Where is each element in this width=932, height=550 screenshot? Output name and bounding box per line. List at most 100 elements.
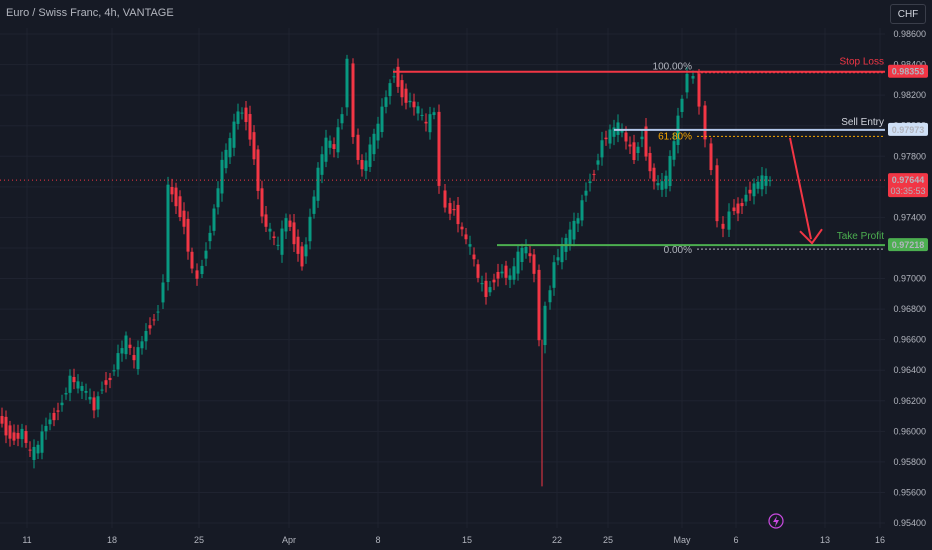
candle-body xyxy=(612,127,616,137)
y-tick-label: 0.97800 xyxy=(893,151,926,161)
candle-body xyxy=(260,188,264,217)
candle-body xyxy=(560,243,564,263)
candle-body xyxy=(464,234,468,240)
candle-body xyxy=(268,228,272,232)
candle-body xyxy=(748,189,752,194)
candle-body xyxy=(424,121,428,124)
candle-body xyxy=(174,187,178,207)
candle-body xyxy=(24,431,28,443)
candle-body xyxy=(68,375,72,393)
y-tick-label: 0.98400 xyxy=(893,60,926,70)
candle-body xyxy=(136,347,140,370)
candle-body xyxy=(190,251,194,269)
candle-body xyxy=(480,283,484,285)
candle-body xyxy=(292,222,296,245)
candle-body xyxy=(484,280,488,297)
currency-button[interactable]: CHF xyxy=(890,4,926,24)
candle-body xyxy=(496,271,500,279)
candle-body xyxy=(408,100,412,103)
candle-body xyxy=(703,105,707,140)
fib-0-label: 0.00% xyxy=(664,245,692,256)
candle-body xyxy=(452,208,456,211)
y-tick-label: 0.96200 xyxy=(893,396,926,406)
candle-body xyxy=(468,244,472,247)
y-tick-label: 0.96600 xyxy=(893,335,926,345)
candle-body xyxy=(752,183,756,197)
candle-body xyxy=(416,106,420,114)
candle-body xyxy=(166,184,170,283)
candle-body xyxy=(516,251,520,274)
candle-body xyxy=(204,250,208,259)
candle-body xyxy=(288,220,292,227)
candle-body xyxy=(296,236,300,254)
candle-body xyxy=(84,391,88,393)
candle-body xyxy=(80,386,84,391)
candle-body xyxy=(532,254,536,274)
candle-body xyxy=(624,132,628,142)
candle-body xyxy=(96,396,100,410)
candle-body xyxy=(284,218,288,232)
candle-body xyxy=(668,155,672,187)
current-price-countdown: 03:35:53 xyxy=(890,186,925,196)
candle-body xyxy=(220,159,224,194)
candle-body xyxy=(488,287,492,293)
candle-body xyxy=(764,175,768,186)
candle-body xyxy=(524,247,528,254)
x-tick-label: 18 xyxy=(107,535,117,545)
stop-loss-label: Stop Loss xyxy=(840,57,884,68)
candle-body xyxy=(644,126,648,157)
x-tick-label: 6 xyxy=(733,535,738,545)
candle-body xyxy=(300,246,304,267)
candle-body xyxy=(148,325,152,329)
x-tick-label: 22 xyxy=(552,535,562,545)
candle-body xyxy=(88,396,92,400)
candle-body xyxy=(660,181,664,190)
candle-body xyxy=(476,264,480,278)
x-tick-label: 16 xyxy=(875,535,885,545)
candle-body xyxy=(132,355,136,361)
candle-body xyxy=(727,211,731,230)
y-tick-label: 0.97000 xyxy=(893,274,926,284)
y-tick-label: 0.96000 xyxy=(893,426,926,436)
candle-body xyxy=(520,247,524,263)
arrow-head xyxy=(799,228,823,245)
candle-body xyxy=(20,428,24,440)
fib-618-label: 61.80% xyxy=(658,131,692,142)
candle-body xyxy=(608,129,612,144)
y-tick-label: 0.95600 xyxy=(893,487,926,497)
candle-body xyxy=(44,425,48,432)
candle-body xyxy=(636,146,640,154)
candle-body xyxy=(420,114,424,116)
take-profit-label: Take Profit xyxy=(837,231,884,242)
candle-body xyxy=(736,203,740,214)
candle-body xyxy=(721,223,725,229)
take-profit-price-tag-bg xyxy=(888,238,928,252)
candle-body xyxy=(248,114,252,140)
candle-body xyxy=(604,137,608,140)
candle-body xyxy=(744,194,748,202)
candle-body xyxy=(360,159,364,170)
candle-body xyxy=(568,229,572,246)
candle-body xyxy=(376,123,380,141)
candle-body xyxy=(392,76,396,78)
y-tick-label: 0.96800 xyxy=(893,304,926,314)
candle-body xyxy=(437,111,441,186)
candle-body xyxy=(208,232,212,242)
candle-body xyxy=(396,66,400,87)
candle-body xyxy=(264,214,268,227)
candle-body xyxy=(648,153,652,172)
chart-title: Euro / Swiss Franc, 4h, VANTAGE xyxy=(6,7,174,19)
candle-body xyxy=(252,132,256,160)
candle-body xyxy=(404,88,408,103)
candle-body xyxy=(460,226,464,230)
candle-body xyxy=(616,122,620,135)
candle-body xyxy=(472,254,476,260)
candle-body xyxy=(232,121,236,148)
candle-body xyxy=(672,141,676,160)
candle-body xyxy=(384,97,388,107)
sell-entry-price-tag: 0.97973 xyxy=(892,125,925,135)
candle-body xyxy=(320,154,324,175)
arrow-shaft xyxy=(789,137,812,240)
candle-body xyxy=(356,134,360,160)
